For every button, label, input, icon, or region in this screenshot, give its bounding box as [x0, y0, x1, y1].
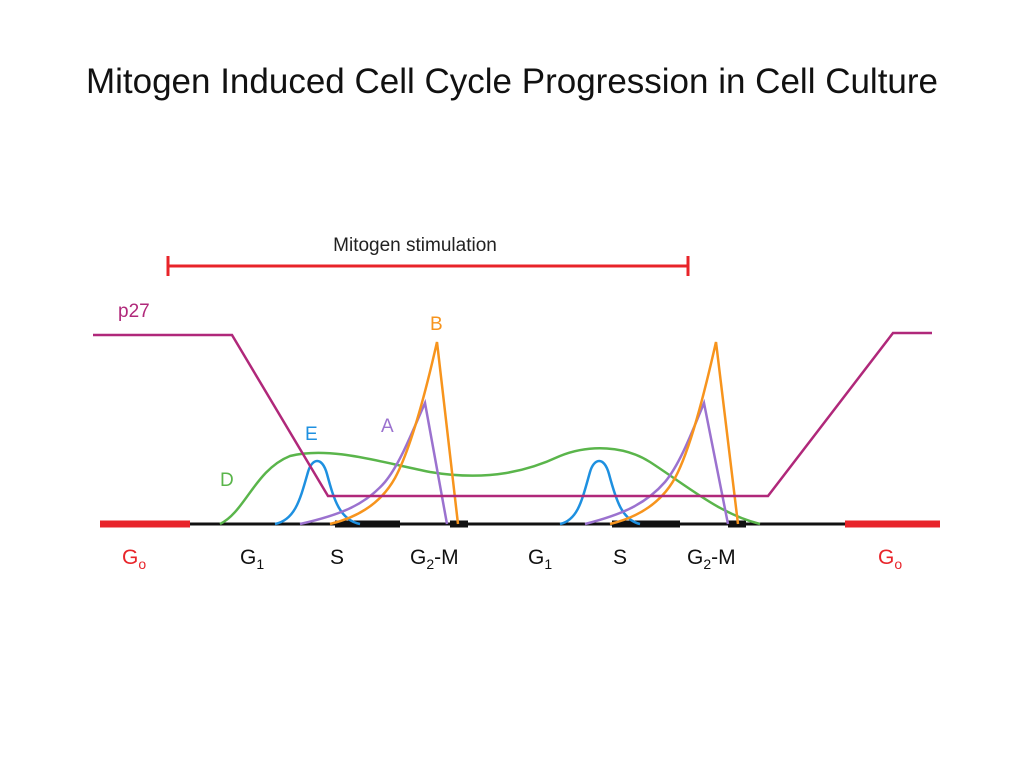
page-title: Mitogen Induced Cell Cycle Progression i… — [85, 62, 939, 101]
cyclin-d-label: D — [220, 470, 234, 491]
phase-label-g1-first: G1 — [240, 546, 264, 572]
phase-label-g1-second: G1 — [528, 546, 552, 572]
phase-label-g2m-first: G2-M — [410, 546, 459, 572]
phase-label-g0-left: Go — [122, 546, 146, 572]
mitogen-stimulation-label: Mitogen stimulation — [333, 235, 497, 256]
phase-label-s-first: S — [330, 546, 344, 569]
cyclin-a-label: A — [381, 416, 394, 437]
cyclin-a-curve-2 — [584, 398, 730, 526]
mitogen-stimulation-bracket — [166, 256, 690, 276]
p27-label: p27 — [118, 301, 150, 322]
cyclin-d-curve — [219, 447, 761, 526]
cyclin-e-curve-2 — [559, 459, 641, 526]
cyclin-b-curve-1 — [329, 341, 460, 526]
cyclin-e-curve-1 — [274, 459, 361, 526]
cyclin-b-label: B — [430, 314, 443, 335]
cyclin-e-label: E — [305, 424, 318, 445]
p27-curve — [93, 331, 932, 498]
phase-label-s-second: S — [613, 546, 627, 569]
phase-label-g0-right: Go — [878, 546, 902, 572]
cyclin-b-curve-2 — [609, 341, 740, 526]
phase-label-g2m-second: G2-M — [687, 546, 736, 572]
